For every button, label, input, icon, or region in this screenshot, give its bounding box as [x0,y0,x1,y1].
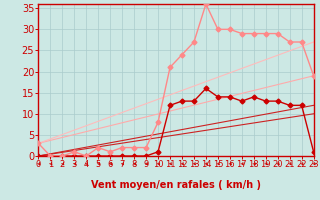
X-axis label: Vent moyen/en rafales ( km/h ): Vent moyen/en rafales ( km/h ) [91,180,261,190]
